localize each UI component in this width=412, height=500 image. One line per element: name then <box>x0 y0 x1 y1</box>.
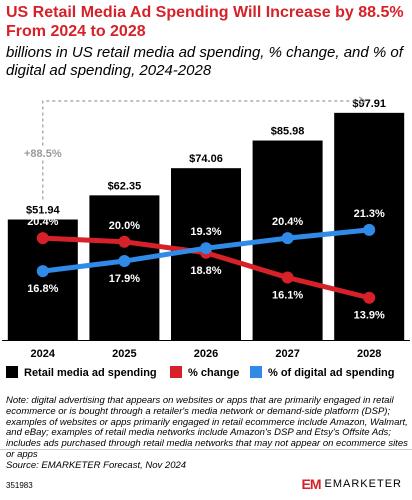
legend-swatch <box>250 366 262 378</box>
pct-digital-label: 16.8% <box>27 283 58 295</box>
pct-change-label: 20.4% <box>27 216 58 228</box>
brand-mark-icon: EM <box>301 476 322 492</box>
brand-logo: EM EMARKETER <box>302 476 402 492</box>
x-tick-label: 2028 <box>357 348 381 360</box>
growth-arrow-icon <box>358 96 367 106</box>
x-tick-label: 2026 <box>194 348 218 360</box>
legend-swatch <box>6 366 18 378</box>
pct-change-line-point <box>118 235 131 248</box>
pct-digital-label: 20.4% <box>272 216 303 228</box>
x-tick-label: 2024 <box>31 348 56 360</box>
legend-label: % change <box>188 367 239 379</box>
pct-digital-line-point <box>36 265 49 278</box>
pct-change-label: 13.9% <box>354 310 385 322</box>
pct-change-line-point <box>281 271 294 284</box>
x-tick-label: 2025 <box>112 348 136 360</box>
pct-change-label: 16.1% <box>272 290 303 302</box>
pct-digital-line-point <box>281 232 294 245</box>
bar <box>89 195 160 340</box>
chart-subtitle: billions in US retail media ad spending,… <box>6 44 403 79</box>
legend-swatch <box>170 366 182 378</box>
pct-change-label: 20.0% <box>109 220 140 232</box>
bar-value-label: $97.91 <box>352 98 386 110</box>
growth-bracket <box>42 100 362 200</box>
footer-divider <box>0 449 412 450</box>
pct-digital-line-point <box>363 223 376 236</box>
bar-value-label: $74.06 <box>189 153 223 165</box>
annotation-bg <box>20 146 65 160</box>
pct-digital-line-point <box>200 242 212 255</box>
pct-change-label: 18.8% <box>190 265 221 277</box>
pct-digital-label: 17.9% <box>109 273 140 285</box>
legend-label: Retail media ad spending <box>24 367 157 379</box>
chart-title: US Retail Media Ad Spending Will Increas… <box>6 4 404 40</box>
source-text: Source: EMARKETER Forecast, Nov 2024 <box>6 459 187 471</box>
chart-id: 351983 <box>6 481 33 490</box>
legend-label: % of digital ad spending <box>268 367 395 379</box>
growth-annotation: +88.5% <box>24 148 62 160</box>
pct-digital-line-point <box>118 255 131 268</box>
pct-digital-label: 19.3% <box>190 226 221 238</box>
pct-change-line-point <box>363 291 376 304</box>
pct-digital-label: 21.3% <box>354 208 385 220</box>
brand-name: EMARKETER <box>324 478 402 490</box>
chart: $51.94 $62.35 $74.06 $85.98 $97.91 +88.5% 20.4… <box>2 96 410 379</box>
bar-value-label: $51.94 <box>26 204 61 216</box>
pct-change-line-point <box>36 232 49 245</box>
bar-value-label: $85.98 <box>271 126 305 138</box>
note-text: Note: digital advertising that appears o… <box>6 395 408 460</box>
bar-value-label: $62.35 <box>108 180 142 192</box>
chart-note: Note: digital advertising that appears o… <box>6 395 410 472</box>
x-tick-label: 2027 <box>275 348 299 360</box>
